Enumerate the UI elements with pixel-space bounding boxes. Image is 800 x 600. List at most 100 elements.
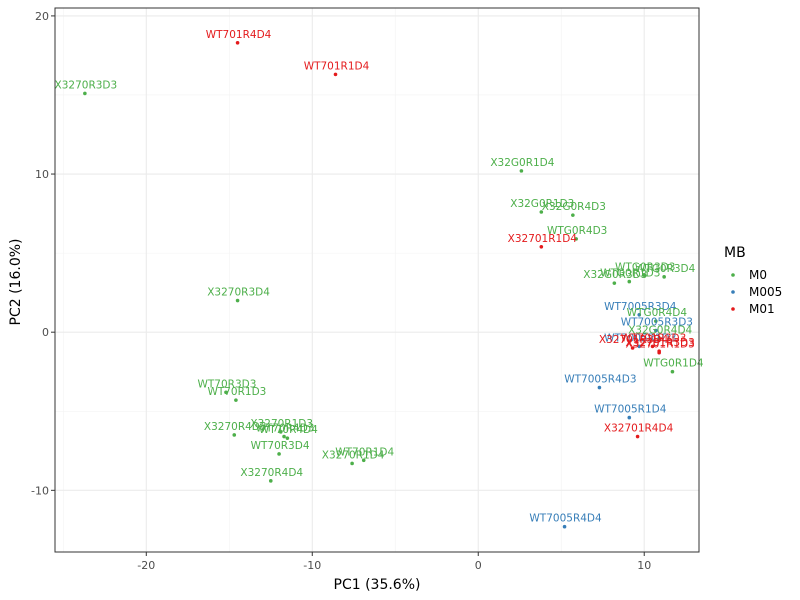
- legend-key: [731, 307, 735, 311]
- data-point: [268, 479, 273, 483]
- grid-lines: [55, 8, 699, 552]
- panel-background: [55, 8, 699, 552]
- point-label: WT7005R1D4: [594, 404, 667, 416]
- legend-key: [731, 290, 735, 294]
- data-point: [574, 237, 578, 241]
- data-point: [278, 430, 283, 434]
- legend-entry: M005: [749, 285, 782, 299]
- point-label: WTG0R4D4: [627, 307, 688, 319]
- point-label: X3270R4D4: [240, 467, 303, 479]
- point-label: WT701R3D3: [621, 332, 687, 344]
- point-label: WT70R4D4: [259, 424, 318, 436]
- data-point: [361, 458, 366, 463]
- data-point: [654, 319, 658, 323]
- point-label: X3270R1D4: [322, 449, 385, 461]
- data-point: [539, 210, 544, 214]
- data-point: [571, 213, 575, 217]
- data-point: [519, 169, 524, 173]
- data-point: [657, 336, 661, 341]
- point-label: WTG0R1D3: [600, 268, 660, 280]
- panel-frame: [54, 7, 700, 553]
- data-point: [630, 346, 635, 350]
- x-tick-label: -10: [303, 559, 321, 572]
- data-point: [277, 452, 281, 456]
- point-label: WT7005R4D3: [564, 374, 636, 386]
- point-labels: WT701R4D4 WT701R1D4 X3270R3D3 X32G0R1D4 X32G…: [55, 29, 704, 525]
- data-point: [235, 40, 240, 45]
- point-label: X32701R1D3: [625, 339, 694, 351]
- x-tick-label: 10: [637, 559, 651, 572]
- point-label: X3270R3D3: [55, 79, 118, 91]
- point-label: WT70R3D4: [251, 440, 310, 452]
- point-label: WT701R1D4: [304, 60, 370, 72]
- y-tick-label: 0: [42, 326, 49, 339]
- point-label: WTG0R4D3: [547, 225, 607, 237]
- legend: MB M0 M005 M01: [724, 245, 782, 316]
- data-point: [333, 72, 338, 77]
- data-point: [597, 385, 602, 390]
- y-axis-title: PC2 (16.0%): [8, 239, 24, 326]
- point-label: X32701R3D3: [625, 337, 694, 349]
- data-point: [627, 415, 632, 420]
- point-label: WTG0R3D4: [635, 263, 696, 275]
- axes: -20 -10 0 10 -10 0 10 20: [31, 10, 651, 572]
- data-point: [662, 275, 666, 279]
- data-points: [83, 40, 675, 529]
- point-label: X32G0R1D4: [490, 157, 554, 169]
- point-label: WT7005R3D3: [621, 317, 693, 329]
- point-label: WT70R3D3: [198, 378, 257, 390]
- point-label: WT7005R4D4: [529, 513, 602, 525]
- point-label: X32G0R4D4: [628, 325, 692, 337]
- point-label: X32G0R1D3: [510, 198, 574, 210]
- data-point: [627, 279, 632, 284]
- data-point: [83, 91, 87, 96]
- legend-title: MB: [724, 245, 746, 261]
- legend-key: [731, 273, 735, 277]
- data-point: [654, 328, 658, 333]
- legend-entry: M01: [749, 302, 775, 316]
- legend-entry: M0: [749, 268, 767, 282]
- point-label: WT70R1D4: [335, 446, 394, 458]
- point-label: WTG0R3D3: [615, 261, 675, 273]
- point-label: X32701R4D4: [604, 423, 674, 435]
- y-tick-label: 10: [35, 168, 49, 181]
- data-point: [350, 461, 354, 466]
- point-label: X3270R3D4: [207, 287, 270, 299]
- data-point: [562, 524, 567, 529]
- point-label: X32701R3D4: [599, 334, 669, 346]
- data-point: [234, 398, 238, 402]
- data-point: [539, 244, 544, 249]
- point-label: X3270R4D3: [204, 421, 267, 433]
- y-tick-label: -10: [31, 484, 49, 497]
- point-label: WT7005R3D4: [604, 301, 677, 313]
- point-label: X32701R1D4: [508, 233, 578, 245]
- data-point: [635, 434, 640, 439]
- panel-border: [54, 7, 700, 553]
- point-label: X32G0R3D3: [583, 269, 647, 281]
- x-axis-title: PC1 (35.6%): [334, 577, 421, 593]
- data-point: [235, 298, 240, 303]
- point-label: WTG0R1D4: [643, 358, 704, 370]
- data-point: [282, 434, 286, 439]
- point-label: WT7005R1D3: [604, 332, 676, 344]
- data-point: [224, 390, 228, 395]
- data-point: [670, 369, 675, 374]
- data-point: [642, 273, 647, 278]
- data-point: [650, 344, 655, 349]
- data-point: [637, 312, 642, 317]
- point-label: WT70R1D3: [207, 386, 266, 398]
- point-label: WT701R4D4: [206, 29, 272, 41]
- y-tick-label: 20: [35, 10, 49, 23]
- data-point: [285, 436, 290, 440]
- data-point: [637, 344, 642, 349]
- data-point: [657, 350, 661, 355]
- plot-panel: [55, 8, 699, 552]
- data-point: [612, 281, 617, 285]
- point-label: X32G0R4D3: [542, 201, 606, 213]
- point-label: WT70R4D3: [256, 423, 315, 435]
- x-tick-label: 0: [475, 559, 482, 572]
- x-tick-label: -20: [137, 559, 155, 572]
- point-label: X3270R1D3: [250, 418, 313, 430]
- data-point: [232, 433, 237, 437]
